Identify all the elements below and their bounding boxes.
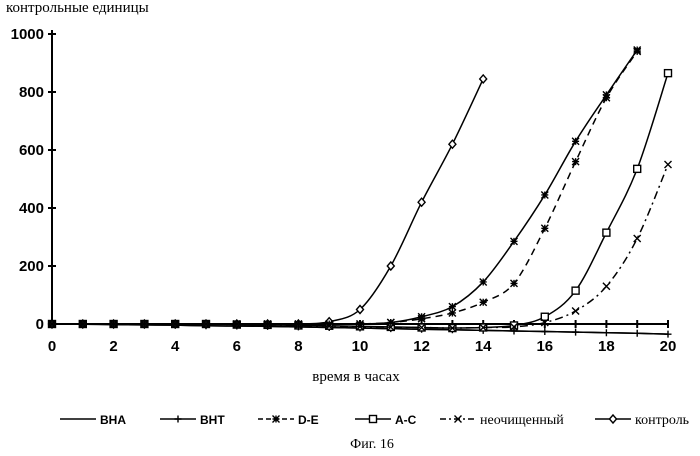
series-контроль-point xyxy=(478,73,488,85)
series-d-e xyxy=(48,47,642,328)
legend-item-контроль: контроль xyxy=(595,413,689,428)
y-tick-label: 1000 xyxy=(11,26,44,43)
y-axis-title: контрольные единицы xyxy=(6,0,149,16)
series-a-c-point xyxy=(633,164,642,174)
x-tick-label: 18 xyxy=(598,338,615,355)
legend-item-d-e-label: D-E xyxy=(298,413,319,427)
series-d-e-upper-point xyxy=(602,90,611,99)
series-a-c-point xyxy=(663,68,673,78)
x-tick-label: 16 xyxy=(536,338,553,355)
x-tick-label: 6 xyxy=(233,338,241,355)
legend-item-bha-label: BHA xyxy=(100,413,126,427)
legend-item-a-c: A-C xyxy=(355,413,417,427)
series-d-e-upper-point xyxy=(571,137,580,146)
x-tick-label: 20 xyxy=(660,338,677,355)
series-контроль-point xyxy=(447,139,457,150)
figure-caption: Фиг. 16 xyxy=(350,437,394,452)
series-bht-point xyxy=(602,329,610,337)
series-a-c-point xyxy=(540,312,549,321)
series-a-c-point xyxy=(602,228,611,237)
series-d-e-upper-point xyxy=(356,320,364,328)
series-d-e-upper-point xyxy=(109,320,118,328)
x-tick-label: 14 xyxy=(475,338,492,355)
series-d-e-upper-line xyxy=(52,49,638,325)
series-a-c xyxy=(47,68,673,333)
x-tick-label: 4 xyxy=(171,338,180,355)
series-d-e-upper-point xyxy=(202,320,210,328)
y-tick-label: 600 xyxy=(19,142,44,159)
series-a-c-point xyxy=(509,321,519,330)
legend-item-неочищенный-label: неочищенный xyxy=(480,413,564,428)
series-неочищенный-point xyxy=(633,234,642,243)
legend-item-bht-marker xyxy=(174,415,182,423)
series-layer xyxy=(47,45,673,338)
series-d-e-upper-point xyxy=(171,320,180,328)
series-неочищенный-point xyxy=(540,318,549,327)
axes: 0 200 400 600 800 1000 0 2 4 6 8 10 12 14 16 18 20 xyxy=(11,26,677,355)
legend-item-контроль-marker xyxy=(608,413,618,425)
series-d-e-upper-point xyxy=(232,320,241,328)
series-неочищенный-point xyxy=(417,323,426,332)
series-контроль-point xyxy=(386,260,396,272)
series-неочищенный-point xyxy=(479,323,488,332)
series-d-e-point xyxy=(540,224,549,233)
legend-item-bht-label: BHT xyxy=(200,413,225,427)
series-bht-point xyxy=(541,328,549,336)
legend-item-a-c-marker xyxy=(368,414,378,424)
legend-item-d-e-marker xyxy=(272,415,280,423)
x-tick-label: 0 xyxy=(48,338,56,355)
series-неочищенный-point xyxy=(602,282,611,291)
series-неочищенный-line xyxy=(52,164,669,329)
series-d-e-upper-point xyxy=(540,190,549,199)
y-tick-label: 800 xyxy=(19,84,44,101)
series-d-e-upper-point xyxy=(78,320,87,328)
series-неочищенный-point xyxy=(510,322,518,331)
series-контроль xyxy=(47,73,488,330)
y-tick-label: 200 xyxy=(19,258,44,275)
series-d-e-upper-point xyxy=(140,320,149,328)
series-d-e-upper-point xyxy=(263,320,272,328)
legend: BHA BHT D-E A-C неочищенный контроль xyxy=(60,413,689,428)
y-tick-label: 400 xyxy=(19,200,44,217)
series-bht-point xyxy=(572,328,580,336)
series-d-e-point xyxy=(479,298,488,307)
series-неочищенный-point xyxy=(571,306,580,315)
series-контроль-point xyxy=(417,197,427,208)
series-d-e-point xyxy=(571,157,580,166)
series-d-e-upper xyxy=(48,45,642,328)
x-tick-label: 8 xyxy=(294,338,302,355)
legend-item-bha: BHA xyxy=(60,413,126,427)
series-d-e-upper-point xyxy=(479,277,488,286)
legend-item-a-c-label: A-C xyxy=(395,413,417,427)
series-d-e-upper-point xyxy=(633,45,642,54)
x-tick-label: 10 xyxy=(352,338,369,355)
series-d-e-upper-point xyxy=(386,318,395,327)
series-d-e-point xyxy=(448,308,457,317)
legend-item-неочищенный-marker xyxy=(454,415,462,423)
series-bht-point xyxy=(664,330,672,338)
x-tick-label: 2 xyxy=(109,338,117,355)
series-d-e-upper-point xyxy=(417,312,426,321)
series-d-e-upper-point xyxy=(48,320,56,328)
series-d-e-upper-point xyxy=(294,320,303,328)
x-axis-title: время в часах xyxy=(312,369,400,385)
series-d-e-point xyxy=(510,279,518,288)
series-bht-point xyxy=(633,329,641,337)
series-неочищенный-point xyxy=(664,160,672,169)
legend-item-d-e: D-E xyxy=(258,413,319,427)
x-tick-label: 12 xyxy=(413,338,430,355)
series-неочищенный-point xyxy=(448,324,457,333)
legend-item-контроль-label: контроль xyxy=(635,413,689,428)
legend-item-bht: BHT xyxy=(160,413,225,427)
series-a-c-point xyxy=(571,286,580,295)
series-контроль-point xyxy=(355,304,365,315)
legend-item-неочищенный: неочищенный xyxy=(440,413,564,428)
series-d-e-upper-point xyxy=(325,320,334,328)
y-tick-label: 0 xyxy=(36,316,44,333)
series-d-e-upper-point xyxy=(510,237,518,246)
series-d-e-upper-point xyxy=(448,302,457,311)
